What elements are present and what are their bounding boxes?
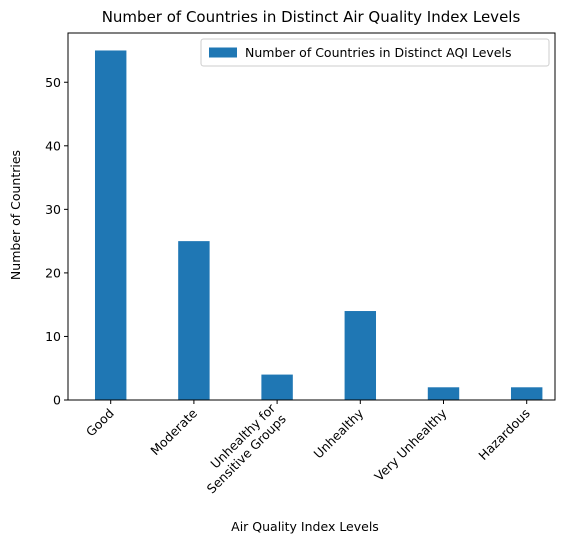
x-tick-label-4: Very Unhealthy xyxy=(371,405,450,484)
y-tick-label-2: 20 xyxy=(45,265,61,280)
x-tick-label-0: Good xyxy=(83,406,117,440)
chart-title: Number of Countries in Distinct Air Qual… xyxy=(102,8,521,26)
bar-5 xyxy=(510,387,543,400)
plot-area: 0 10 20 30 40 50 Good Moderate Unhealthy forSens… xyxy=(45,32,556,496)
x-tick-label-3: Unhealthy xyxy=(311,405,367,461)
x-axis-label: Air Quality Index Levels xyxy=(231,519,379,534)
bar-3 xyxy=(344,311,377,400)
y-tick-label-0: 0 xyxy=(53,393,61,408)
x-tick-label-1: Moderate xyxy=(147,405,200,458)
y-tick-label-3: 30 xyxy=(45,202,61,217)
bar-1 xyxy=(178,241,210,400)
y-tick-label-5: 50 xyxy=(45,75,61,90)
plot-frame xyxy=(67,32,556,401)
bar-2 xyxy=(261,374,293,400)
legend-swatch xyxy=(209,47,237,58)
legend-box xyxy=(200,38,550,67)
y-axis-label: Number of Countries xyxy=(8,150,23,280)
y-tick-label-1: 10 xyxy=(45,329,61,344)
x-tick-label-5: Hazardous xyxy=(475,406,532,463)
legend-label: Number of Countries in Distinct AQI Leve… xyxy=(245,45,511,60)
bar-0 xyxy=(94,50,127,400)
bar-4 xyxy=(427,387,460,400)
y-tick-label-4: 40 xyxy=(45,138,61,153)
x-tick-label-2: Unhealthy forSensitive Groups xyxy=(193,400,289,496)
